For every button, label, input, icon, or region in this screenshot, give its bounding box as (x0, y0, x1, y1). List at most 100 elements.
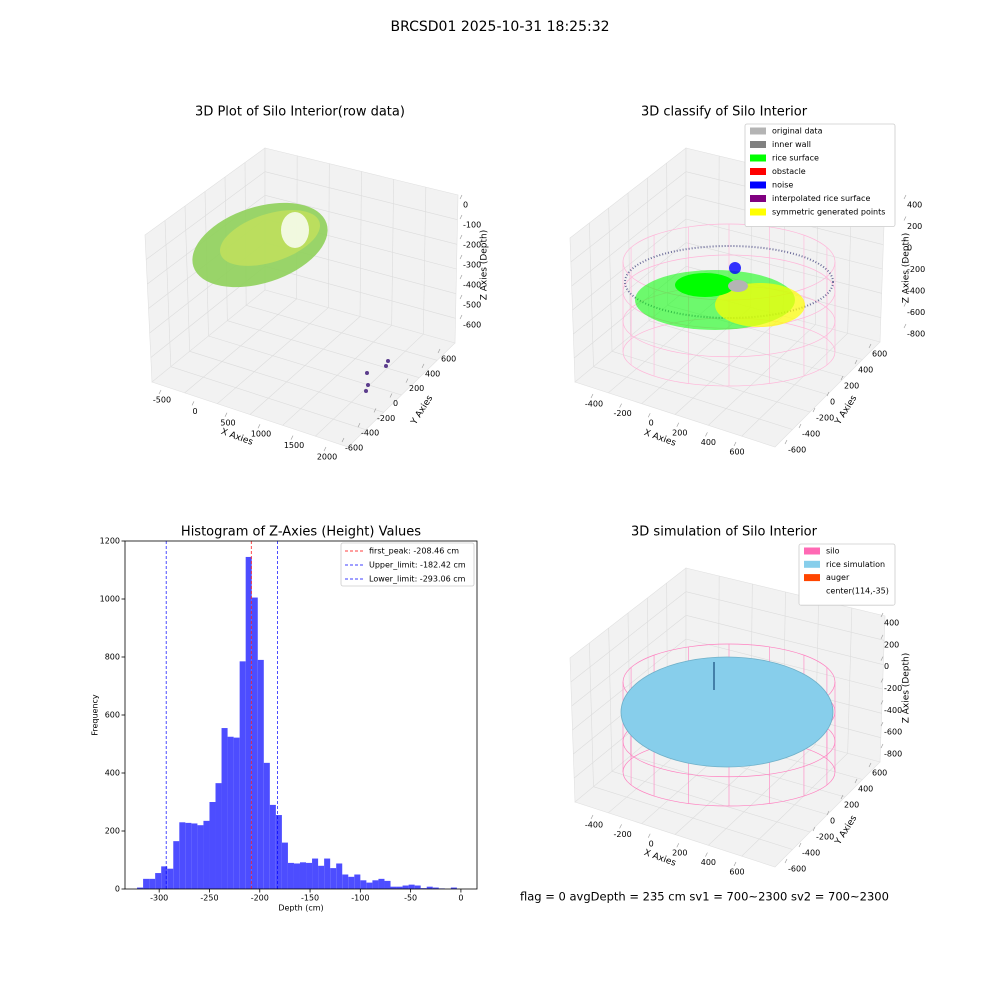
tick-mark (389, 393, 393, 398)
tick-mark (459, 214, 463, 220)
y-tick-label: 200 (844, 382, 859, 391)
x-tick-label: -500 (153, 396, 171, 405)
chart-title: 3D Plot of Silo Interior(row data) (195, 105, 405, 120)
z-tick-label: -200 (463, 241, 481, 250)
outlier (364, 389, 368, 393)
z-tick-label: -600 (884, 728, 902, 737)
z-tick-label: -500 (463, 301, 481, 310)
x-tick-label: 600 (729, 868, 744, 877)
tick-mark (854, 778, 858, 784)
bar (167, 868, 174, 889)
z-axis-label: Z Axies (Depth) (480, 230, 490, 301)
bar (257, 659, 264, 889)
tick-mark (459, 254, 463, 260)
y-tick-label: -400 (361, 429, 379, 438)
bar (336, 863, 343, 889)
chart-title: Histogram of Z-Axies (Height) Values (181, 525, 421, 540)
tick-mark (459, 294, 463, 300)
tick-mark (880, 743, 884, 749)
axes-3d: 3D simulation of Silo Interior-400-20002… (569, 525, 912, 877)
y-tick-label: 600 (105, 711, 120, 720)
footer-text: flag = 0 avgDepth = 235 cm sv1 = 700~230… (520, 890, 889, 904)
tick-mark (826, 810, 830, 816)
legend-swatch (750, 168, 766, 175)
bar (221, 728, 228, 889)
tick-mark (733, 441, 737, 447)
bar (215, 783, 222, 889)
tick-mark (290, 435, 294, 440)
bar (306, 862, 313, 889)
bar (275, 815, 282, 889)
bar (432, 887, 439, 889)
y-tick-label: -200 (377, 414, 395, 423)
bar (203, 820, 210, 889)
y-tick-label: -400 (802, 430, 820, 439)
bar (396, 886, 403, 889)
y-tick-label: 600 (872, 769, 887, 778)
legend-label: interpolated rice surface (772, 194, 870, 203)
z-tick-label: 200 (907, 222, 922, 231)
x-axis-label: Depth (cm) (278, 904, 323, 913)
y-tick-label: -200 (816, 414, 834, 423)
y-tick-label: 800 (105, 653, 120, 662)
legend-label: rice surface (772, 154, 819, 163)
bar (281, 842, 288, 889)
y-tick-label: 200 (409, 384, 424, 393)
bar (149, 878, 156, 889)
bar (420, 888, 427, 889)
x-tick-label: 0 (458, 894, 463, 903)
y-tick-label: -400 (802, 849, 820, 858)
tick-mark (705, 432, 708, 437)
z-tick-label: -600 (463, 321, 481, 330)
legend-label: Upper_limit: -182.42 cm (369, 561, 466, 570)
tick-mark (421, 363, 425, 368)
tick-mark (812, 407, 816, 413)
bar (161, 866, 168, 889)
y-tick-label: 400 (858, 785, 873, 794)
outlier (365, 371, 369, 375)
x-tick-label: -100 (351, 894, 369, 903)
pane-grid (741, 753, 848, 857)
bar (251, 597, 258, 889)
rice-core (675, 273, 735, 297)
tick-mark (158, 389, 162, 395)
noise-points (729, 262, 741, 274)
x-tick-label: 600 (729, 448, 744, 457)
tick-mark (590, 814, 594, 820)
tick-mark (903, 259, 907, 264)
y-axis-label: Frequency (91, 694, 100, 736)
x-tick-label: 1000 (251, 430, 271, 439)
tick-mark (812, 826, 816, 832)
legend-label: symmetric generated points (772, 208, 885, 217)
tick-mark (903, 237, 907, 243)
tick-mark (733, 861, 737, 867)
z-tick-label: -400 (463, 281, 481, 290)
y-tick-label: 200 (844, 801, 859, 810)
x-tick-label: 1500 (284, 441, 304, 450)
legend-swatch (750, 127, 766, 135)
bar (233, 737, 240, 889)
x-tick-label: 500 (220, 418, 235, 427)
x-tick-label: -200 (614, 830, 632, 839)
bar (197, 825, 204, 889)
z-tick-label: -800 (907, 330, 925, 339)
tick-mark (323, 446, 327, 452)
symmetric-points (715, 283, 805, 327)
bar (143, 878, 150, 889)
legend-swatch (750, 141, 766, 148)
scene-1 (192, 202, 390, 393)
z-tick-label: -200 (907, 265, 925, 274)
tick-mark (676, 843, 680, 848)
y-tick-label: 400 (858, 366, 873, 375)
y-tick-label: 1200 (100, 537, 120, 546)
bar (227, 736, 234, 889)
y-tick-label: 0 (393, 399, 398, 408)
y-tick-label: 200 (105, 827, 120, 836)
legend-label: rice simulation (826, 560, 885, 569)
bar (185, 822, 192, 889)
bar (330, 868, 337, 889)
chart-title: 3D simulation of Silo Interior (631, 525, 818, 540)
tick-mark (676, 422, 680, 427)
bar (191, 823, 198, 889)
y-tick-label: 0 (115, 885, 120, 894)
